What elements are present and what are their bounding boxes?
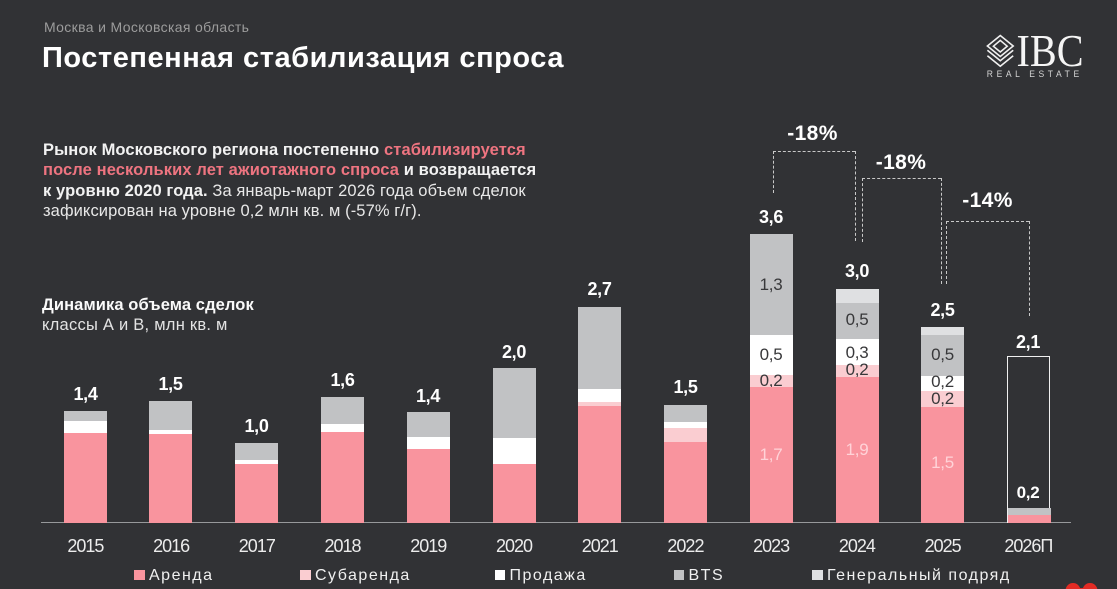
svg-text:REAL ESTATE: REAL ESTATE xyxy=(987,69,1083,80)
svg-text:IBC: IBC xyxy=(1017,33,1084,76)
